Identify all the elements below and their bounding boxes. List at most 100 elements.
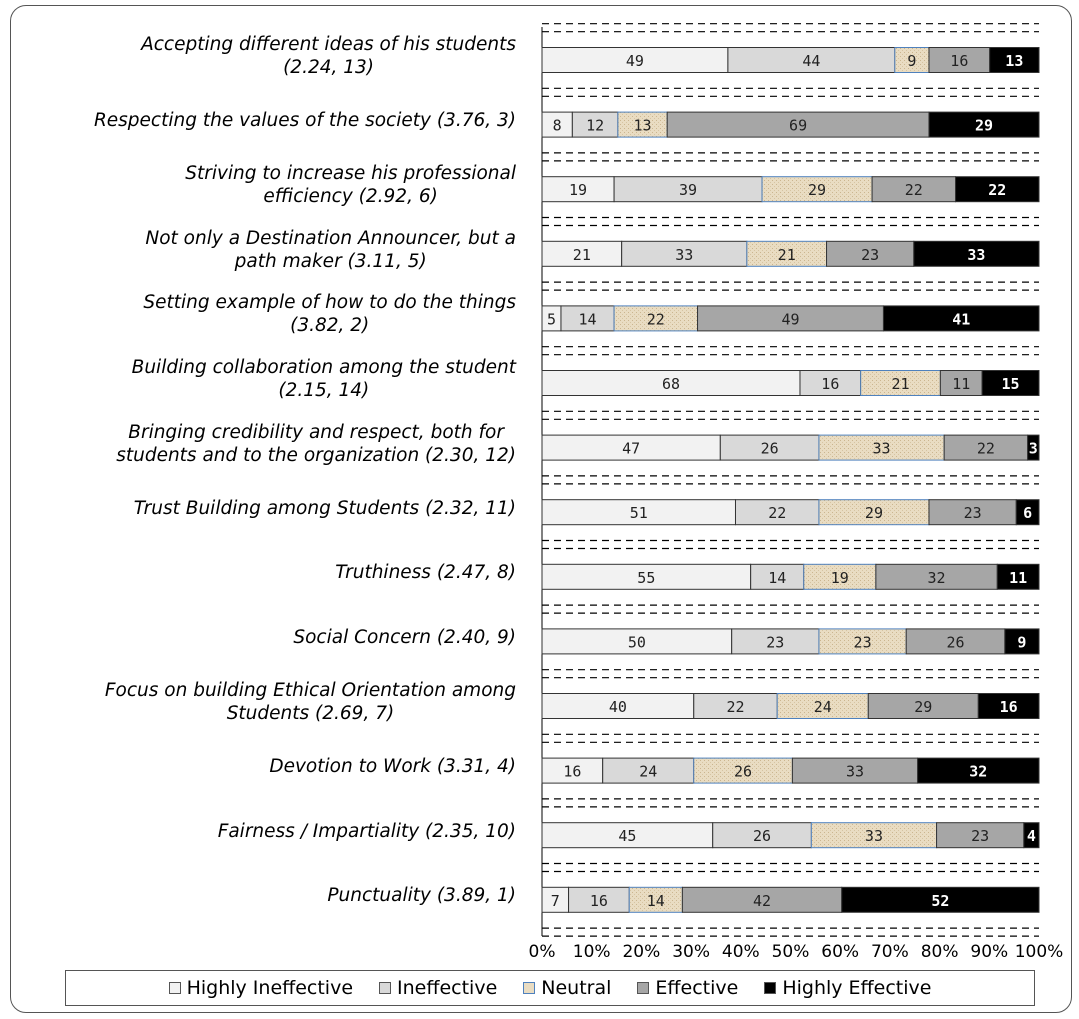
- bar-value-label: 33: [675, 246, 693, 264]
- bar-segment: [693, 757, 793, 784]
- bar-value-label: 41: [952, 310, 970, 328]
- category-label-line: efficiency (2.92, 6): [263, 186, 438, 208]
- x-tick-label: 10%: [572, 942, 611, 962]
- legend-item: Neutral: [523, 977, 611, 999]
- bar-value-label: 22: [768, 504, 786, 522]
- bar-segment: [719, 434, 820, 461]
- bar-segment: [841, 886, 1040, 913]
- x-tick-label: 0%: [528, 942, 556, 962]
- legend-label: Neutral: [541, 977, 612, 999]
- legend-item: Highly Ineffective: [168, 977, 353, 999]
- bar-value-label: 33: [846, 763, 864, 781]
- x-tick-label: 40%: [721, 942, 760, 962]
- category-label-line: students and to the organization (2.30, …: [116, 444, 516, 466]
- bar-segment: [746, 240, 828, 267]
- bar-value-label: 8: [553, 117, 562, 135]
- bar-value-label: 23: [971, 827, 989, 845]
- category-label: Trust Building among Students (2.32, 11): [0, 497, 516, 520]
- bar-segment: [905, 628, 1006, 655]
- bar-segment: [860, 370, 941, 396]
- bar-segment: [955, 176, 1040, 203]
- bar-value-label: 21: [778, 246, 796, 264]
- bar-segment: [928, 499, 1017, 526]
- bar-value-label: 22: [988, 181, 1006, 199]
- bar-segment: [1027, 434, 1040, 461]
- bar-value-label: 16: [590, 892, 608, 910]
- bar-value-label: 15: [1002, 375, 1020, 393]
- legend-swatch: [168, 982, 181, 994]
- bar-value-label: 13: [1005, 52, 1023, 70]
- bar-segment: [818, 628, 907, 655]
- x-tick-label: 90%: [970, 942, 1009, 962]
- bar-value-label: 22: [977, 440, 995, 458]
- bar-value-label: 33: [865, 827, 883, 845]
- bar-segment: [541, 886, 570, 913]
- x-tick-label: 60%: [821, 942, 860, 962]
- bar-value-label: 68: [662, 375, 680, 393]
- bar-value-label: 45: [618, 827, 636, 845]
- category-label-line: Striving to increase his professional: [185, 163, 516, 185]
- bar-segment: [617, 111, 668, 138]
- category-label: Devotion to Work (3.31, 4): [0, 755, 516, 778]
- category-label-line: Punctuality (3.89, 1): [327, 885, 516, 907]
- bar-value-label: 22: [905, 181, 923, 199]
- bar-value-label: 32: [969, 763, 987, 781]
- category-label-line: Focus on building Ethical Orientation am…: [104, 680, 516, 701]
- bar-value-label: 24: [814, 698, 832, 716]
- category-label-line: (3.82, 2): [290, 315, 370, 337]
- bar-value-label: 49: [626, 52, 644, 70]
- bar-value-label: 29: [975, 117, 993, 135]
- bar-value-label: 23: [964, 504, 982, 522]
- bar-segment: [826, 240, 915, 267]
- chart-frame: [10, 5, 1072, 1013]
- category-label-line: path maker (3.11, 5): [234, 250, 427, 272]
- bar-value-label: 23: [854, 633, 872, 651]
- category-label-line: (2.15, 14): [278, 380, 370, 401]
- bar-value-label: 22: [726, 698, 744, 716]
- x-tick-label: 80%: [920, 942, 959, 962]
- category-label: Focus on building Ethical Orientation am…: [105, 679, 516, 725]
- bar-segment: [681, 886, 843, 913]
- bar-segment: [541, 693, 695, 719]
- x-tick-label: 70%: [870, 942, 909, 962]
- category-label-line: (2.24, 13): [283, 57, 375, 78]
- bar-segment: [882, 305, 1040, 332]
- bar-value-label: 7: [551, 892, 560, 910]
- legend-swatch: [379, 982, 392, 994]
- bar-value-label: 21: [573, 246, 591, 264]
- bar-segment: [602, 757, 695, 784]
- category-label-line: Bringing credibility and respect, both f…: [128, 421, 504, 443]
- bar-segment: [541, 176, 615, 203]
- bar-segment: [693, 693, 778, 719]
- bar-segment: [541, 499, 736, 526]
- bar-value-label: 22: [647, 310, 665, 328]
- bar-segment: [734, 499, 820, 526]
- bar-segment: [936, 822, 1025, 849]
- bar-value-label: 50: [628, 633, 646, 651]
- bar-value-label: 16: [563, 763, 581, 781]
- legend-swatch: [523, 982, 536, 994]
- bar-value-label: 5: [547, 310, 556, 328]
- bar-value-label: 52: [931, 892, 949, 910]
- bar-segment: [776, 693, 869, 719]
- legend-label: Highly Effective: [782, 977, 932, 999]
- bar-segment: [913, 240, 1040, 267]
- x-tick-label: 50%: [771, 942, 810, 962]
- bar-segment: [541, 434, 721, 461]
- bar-value-label: 24: [639, 763, 657, 781]
- category-label-line: Fairness / Impartiality (2.35, 10): [217, 820, 516, 842]
- legend-swatch: [764, 982, 777, 994]
- bar-value-label: 47: [622, 440, 640, 458]
- category-label: Building collaboration among the student…: [132, 356, 516, 402]
- bar-segment: [541, 111, 573, 138]
- bar-value-label: 33: [873, 440, 891, 458]
- bar-segment: [989, 47, 1040, 73]
- bar-value-label: 9: [1017, 633, 1026, 651]
- bar-value-label: 33: [967, 246, 985, 264]
- bar-value-label: 23: [766, 633, 784, 651]
- category-label-line: Respecting the values of the society (3.…: [93, 110, 516, 132]
- bar-segment: [541, 47, 729, 73]
- bar-segment: [928, 111, 1040, 138]
- bar-segment: [867, 693, 979, 719]
